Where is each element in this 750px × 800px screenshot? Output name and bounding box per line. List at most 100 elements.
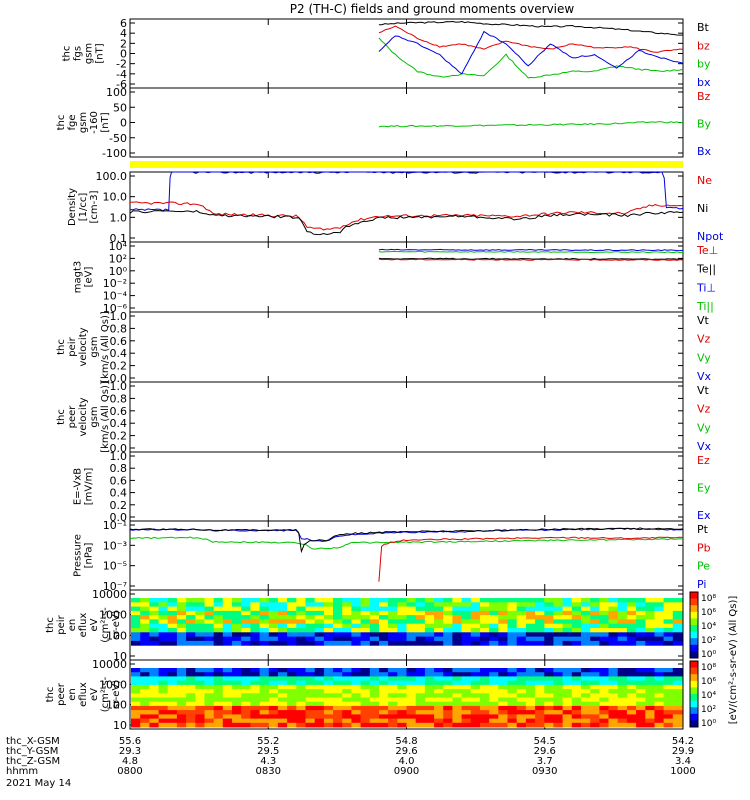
- spectrogram-cell: [553, 684, 564, 690]
- spectrogram-cell: [333, 602, 343, 608]
- spectrogram-cell: [626, 628, 637, 633]
- spectrogram-cell: [489, 598, 499, 603]
- spectrogram-cell: [287, 689, 297, 694]
- spectrogram-cell: [608, 623, 619, 629]
- spectrogram-cell: [443, 615, 453, 620]
- spectrogram-cell: [452, 676, 463, 682]
- spectrogram-cell: [489, 710, 499, 715]
- spectrogram-cell: [167, 680, 178, 686]
- spectrogram-cell: [277, 693, 288, 698]
- y-tick-label: 0.6: [110, 335, 128, 348]
- spectrogram-cell: [342, 602, 352, 608]
- colorbar-frame: [689, 591, 699, 659]
- spectrogram-cell: [452, 710, 463, 715]
- spectrogram-cell: [663, 619, 674, 625]
- spectrogram-cell: [342, 701, 352, 707]
- spectrogram-cell: [608, 697, 619, 703]
- spectrogram-cell: [452, 640, 463, 646]
- spectrogram-cell: [461, 615, 472, 620]
- y-axis-label-line: thc: [62, 46, 73, 62]
- spectrogram-cell: [672, 676, 683, 682]
- spectrogram-cell: [213, 693, 224, 698]
- spectrogram-cell: [222, 619, 233, 625]
- spectrogram-cell: [516, 672, 527, 677]
- spectrogram-cell: [516, 693, 527, 698]
- spectrogram-cell: [204, 701, 215, 707]
- spectrogram-cell: [323, 619, 334, 625]
- spectrogram-cell: [351, 714, 362, 720]
- spectrogram-cell: [406, 668, 417, 673]
- spectrogram-cell: [379, 710, 389, 715]
- spectrogram-cell: [195, 606, 205, 612]
- spectrogram-cell: [617, 619, 628, 625]
- spectrogram-cell: [360, 640, 371, 646]
- spectrogram-cell: [388, 714, 398, 720]
- y-axis-label-line: eV: [89, 688, 100, 701]
- x-axis-row-label: thc_Z-GSM: [6, 756, 60, 767]
- spectrogram-cell: [590, 701, 600, 707]
- spectrogram-cell: [645, 640, 655, 646]
- spectrogram-cell: [167, 693, 178, 698]
- spectrogram-cell: [204, 606, 215, 612]
- spectrogram-cell: [535, 710, 545, 715]
- spectrogram-cell: [305, 610, 316, 616]
- spectrogram-cell: [590, 689, 600, 694]
- spectrogram-cell: [296, 701, 306, 707]
- y-tick-label: 0.0: [110, 511, 128, 524]
- y-tick-label: 0.2: [110, 430, 128, 443]
- spectrogram-cell: [498, 705, 508, 711]
- y-tick-label: 10⁻³: [103, 539, 127, 552]
- spectrogram-cell: [654, 615, 665, 620]
- spectrogram-cell: [443, 668, 453, 673]
- spectrogram-cell: [663, 705, 674, 711]
- spectrogram-cell: [176, 606, 187, 612]
- spectrogram-cell: [149, 598, 160, 603]
- y-axis-label-line: Density: [67, 188, 78, 226]
- x-axis-date: 2021 May 14: [6, 778, 71, 789]
- spectrogram-cell: [351, 598, 362, 603]
- y-tick-label: 10.0: [103, 191, 128, 204]
- spectrogram-cell: [131, 628, 141, 633]
- spectrogram-cell: [663, 701, 674, 707]
- spectrogram-cell: [654, 714, 665, 720]
- spectrogram-cell: [562, 714, 573, 720]
- y-tick-label: 10000: [92, 588, 127, 601]
- spectrogram-cell: [397, 680, 407, 686]
- spectrogram-cell: [149, 619, 160, 625]
- spectrogram-cell: [140, 693, 150, 698]
- spectrogram-cell: [204, 615, 215, 620]
- spectrogram-cell: [672, 668, 683, 673]
- spectrogram-cell: [452, 610, 463, 616]
- spectrogram-cell: [222, 623, 233, 629]
- spectrogram-cell: [544, 636, 554, 642]
- spectrogram-cell: [544, 710, 554, 715]
- spectrogram-cell: [388, 636, 398, 642]
- spectrogram-cell: [636, 668, 646, 673]
- spectrogram-cell: [305, 636, 316, 642]
- spectrogram-cell: [470, 697, 481, 703]
- spectrogram-cell: [672, 718, 683, 724]
- y-tick-label: 0.8: [110, 322, 128, 335]
- spectrogram-cell: [167, 623, 178, 629]
- spectrogram-cell: [470, 602, 481, 608]
- spectrogram-cell: [342, 689, 352, 694]
- spectrogram-cell: [553, 676, 564, 682]
- colorbar-tick-label: 10²: [701, 705, 716, 715]
- colorbar-tick-label: 10⁸: [701, 594, 716, 604]
- spectrogram-cell: [397, 598, 407, 603]
- spectrogram-cell: [452, 693, 463, 698]
- spectrogram-cell: [507, 598, 518, 603]
- y-axis-label-line: (cm²-s-: [100, 676, 111, 712]
- spectrogram-cell: [461, 672, 472, 677]
- spectrogram-cell: [287, 676, 297, 682]
- spectrogram-cell: [415, 710, 426, 715]
- spectrogram-cell: [167, 701, 178, 707]
- spectrogram-cell: [617, 628, 628, 633]
- spectrogram-cell: [553, 722, 564, 728]
- spectrogram-cell: [489, 680, 499, 686]
- spectrogram-cell: [443, 689, 453, 694]
- spectrogram-cell: [590, 684, 600, 690]
- spectrogram-cell: [176, 680, 187, 686]
